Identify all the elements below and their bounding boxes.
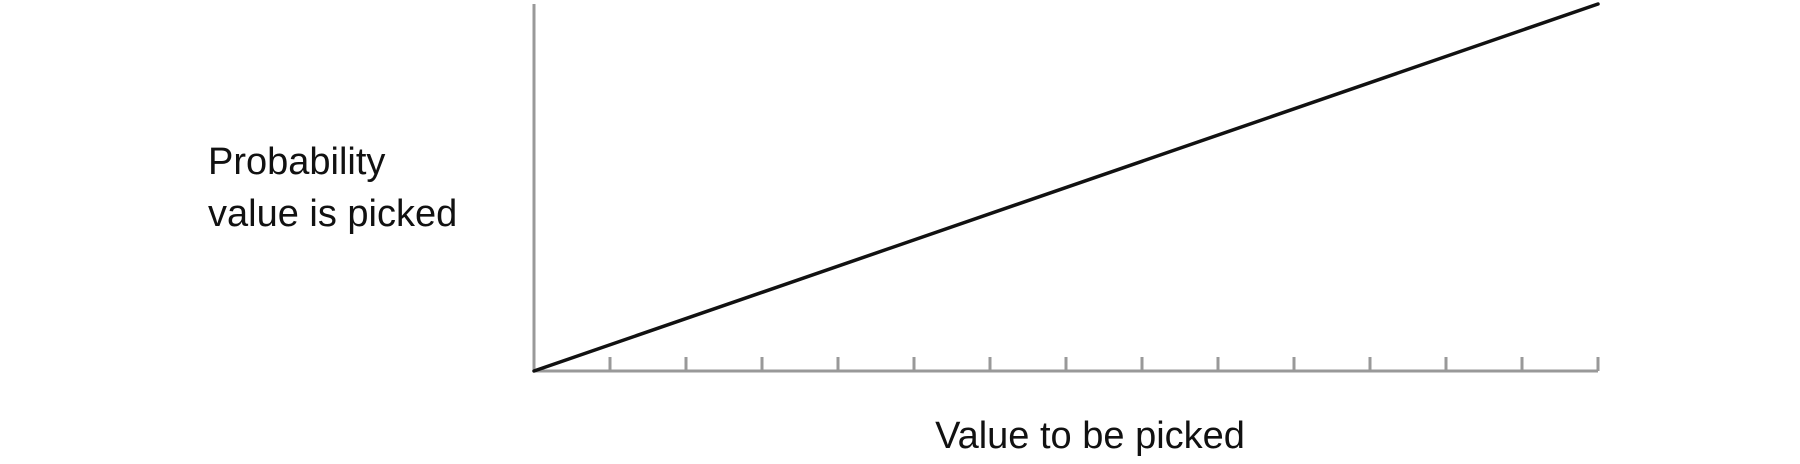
y-axis-label: Probability value is picked [208,136,528,240]
y-axis-label-line-2: value is picked [208,193,458,235]
x-axis-label: Value to be picked [935,415,1245,457]
series-line [532,2,1600,373]
series [532,2,1600,373]
y-axis-label-line-1: Probability [208,141,386,183]
x-ticks [608,357,1600,371]
